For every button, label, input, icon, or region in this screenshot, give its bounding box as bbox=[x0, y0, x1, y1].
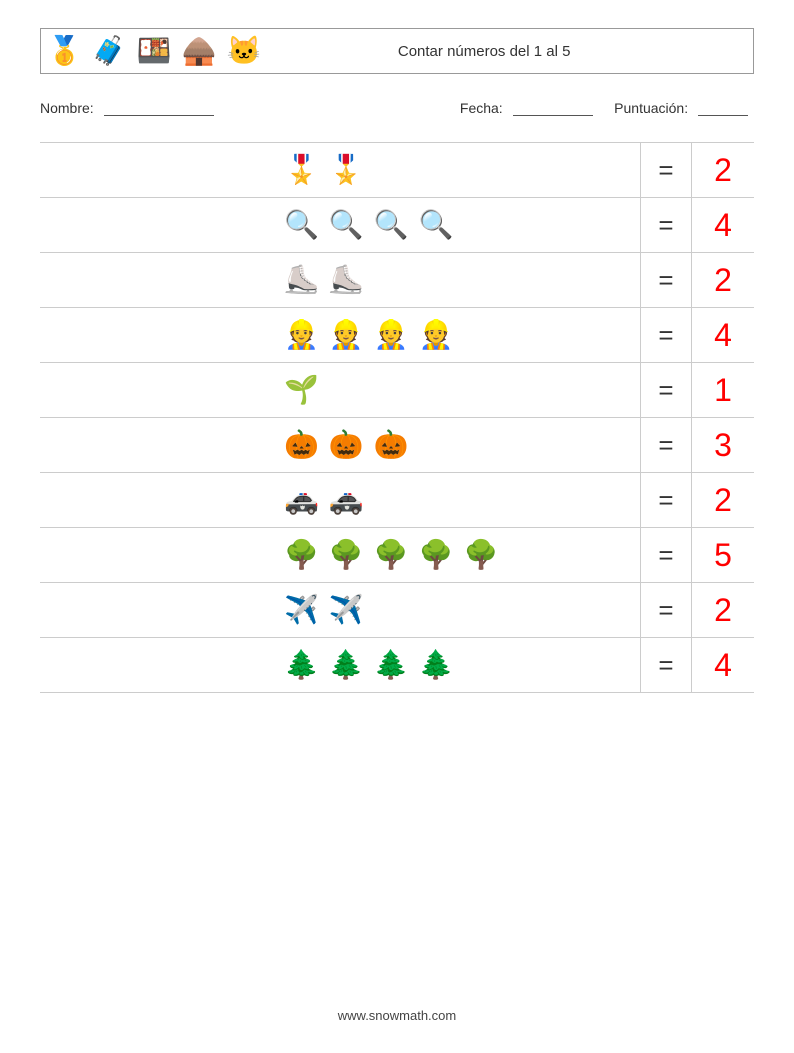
score-label: Puntuación: bbox=[614, 100, 688, 116]
answer-cell: 2 bbox=[691, 143, 754, 197]
count-icon: 🎖️ bbox=[284, 156, 319, 184]
table-row: 🔍 🔍 🔍 🔍 =4 bbox=[40, 198, 754, 253]
name-label: Nombre: bbox=[40, 100, 94, 116]
score-blank[interactable] bbox=[698, 101, 748, 116]
count-icon: 🌲 bbox=[374, 651, 409, 679]
header-icon: 🐱 bbox=[227, 37, 262, 65]
count-icon: 🌲 bbox=[284, 651, 319, 679]
table-row: 👷 👷 👷 👷 =4 bbox=[40, 308, 754, 363]
count-icon: 🎃 bbox=[329, 431, 364, 459]
equals-cell: = bbox=[640, 198, 691, 252]
count-icon: 🌳 bbox=[329, 541, 364, 569]
icons-cell: 🔍 🔍 🔍 🔍 bbox=[40, 211, 640, 239]
count-icon: 🌳 bbox=[374, 541, 409, 569]
equals-cell: = bbox=[640, 583, 691, 637]
date-blank[interactable] bbox=[513, 101, 593, 116]
equals-cell: = bbox=[640, 143, 691, 197]
table-row: 🎖️ 🎖️ =2 bbox=[40, 143, 754, 198]
name-blank[interactable] bbox=[104, 101, 214, 116]
header-icon: 🍱 bbox=[137, 37, 172, 65]
count-icon: 👷 bbox=[374, 321, 409, 349]
table-row: 🎃 🎃 🎃 =3 bbox=[40, 418, 754, 473]
equals-cell: = bbox=[640, 528, 691, 582]
icons-cell: 🌳 🌳 🌳 🌳 🌳 bbox=[40, 541, 640, 569]
count-icon: ⛸️ bbox=[329, 266, 364, 294]
count-icon: 🎃 bbox=[284, 431, 319, 459]
answer-cell: 5 bbox=[691, 528, 754, 582]
header-box: 🥇 🧳 🍱 🛖 🐱 Contar números del 1 al 5 bbox=[40, 28, 754, 74]
table-row: 🌳 🌳 🌳 🌳 🌳 =5 bbox=[40, 528, 754, 583]
header-icons: 🥇 🧳 🍱 🛖 🐱 bbox=[47, 37, 261, 65]
count-icon: 🔍 bbox=[284, 211, 319, 239]
table-row: 🚓🚓=2 bbox=[40, 473, 754, 528]
count-icon: 🔍 bbox=[329, 211, 364, 239]
answer-cell: 4 bbox=[691, 308, 754, 362]
count-icon: 👷 bbox=[329, 321, 364, 349]
equals-cell: = bbox=[640, 638, 691, 692]
count-icon: ⛸️ bbox=[284, 266, 319, 294]
worksheet-table: 🎖️🎖️=2🔍🔍🔍🔍=4⛸️⛸️=2👷👷👷👷=4🌱=1🎃🎃🎃=3🚓🚓=2🌳🌳🌳🌳… bbox=[40, 142, 754, 693]
icons-cell: 🎃 🎃 🎃 bbox=[40, 431, 640, 459]
icons-cell: 👷 👷 👷 👷 bbox=[40, 321, 640, 349]
table-row: 🌱 =1 bbox=[40, 363, 754, 418]
page-title: Contar números del 1 al 5 bbox=[261, 43, 747, 60]
count-icon: ✈️ bbox=[284, 596, 319, 624]
count-icon: 🎃 bbox=[374, 431, 409, 459]
count-icon: 👷 bbox=[284, 321, 319, 349]
count-icon: 🌳 bbox=[419, 541, 454, 569]
count-icon: ✈️ bbox=[329, 596, 364, 624]
answer-cell: 2 bbox=[691, 253, 754, 307]
count-icon: 🔍 bbox=[374, 211, 409, 239]
icons-cell: ⛸️ ⛸️ bbox=[40, 266, 640, 294]
icons-cell: 🌱 bbox=[40, 376, 640, 404]
answer-cell: 3 bbox=[691, 418, 754, 472]
date-label: Fecha: bbox=[460, 100, 503, 116]
icons-cell: 🌲 🌲 🌲 🌲 bbox=[40, 651, 640, 679]
count-icon: 🚓 bbox=[329, 486, 364, 514]
equals-cell: = bbox=[640, 363, 691, 417]
icons-cell: ✈️ ✈️ bbox=[40, 596, 640, 624]
answer-cell: 1 bbox=[691, 363, 754, 417]
count-icon: 🌱 bbox=[284, 376, 319, 404]
header-icon: 🛖 bbox=[182, 37, 217, 65]
count-icon: 🌳 bbox=[284, 541, 319, 569]
count-icon: 🚓 bbox=[284, 486, 319, 514]
equals-cell: = bbox=[640, 418, 691, 472]
count-icon: 🎖️ bbox=[329, 156, 364, 184]
table-row: ✈️ ✈️ =2 bbox=[40, 583, 754, 638]
footer-url: www.snowmath.com bbox=[0, 1008, 794, 1023]
answer-cell: 2 bbox=[691, 583, 754, 637]
count-icon: 🌲 bbox=[329, 651, 364, 679]
info-line: Nombre: Fecha: Puntuación: bbox=[40, 100, 754, 116]
header-icon: 🧳 bbox=[92, 37, 127, 65]
equals-cell: = bbox=[640, 473, 691, 527]
icons-cell: 🎖️ 🎖️ bbox=[40, 156, 640, 184]
equals-cell: = bbox=[640, 253, 691, 307]
answer-cell: 2 bbox=[691, 473, 754, 527]
count-icon: 🔍 bbox=[419, 211, 454, 239]
icons-cell: 🚓🚓 bbox=[40, 486, 640, 514]
answer-cell: 4 bbox=[691, 638, 754, 692]
count-icon: 🌲 bbox=[419, 651, 454, 679]
count-icon: 👷 bbox=[419, 321, 454, 349]
count-icon: 🌳 bbox=[464, 541, 499, 569]
header-icon: 🥇 bbox=[47, 37, 82, 65]
equals-cell: = bbox=[640, 308, 691, 362]
table-row: ⛸️ ⛸️ =2 bbox=[40, 253, 754, 308]
table-row: 🌲 🌲 🌲 🌲 =4 bbox=[40, 638, 754, 693]
answer-cell: 4 bbox=[691, 198, 754, 252]
